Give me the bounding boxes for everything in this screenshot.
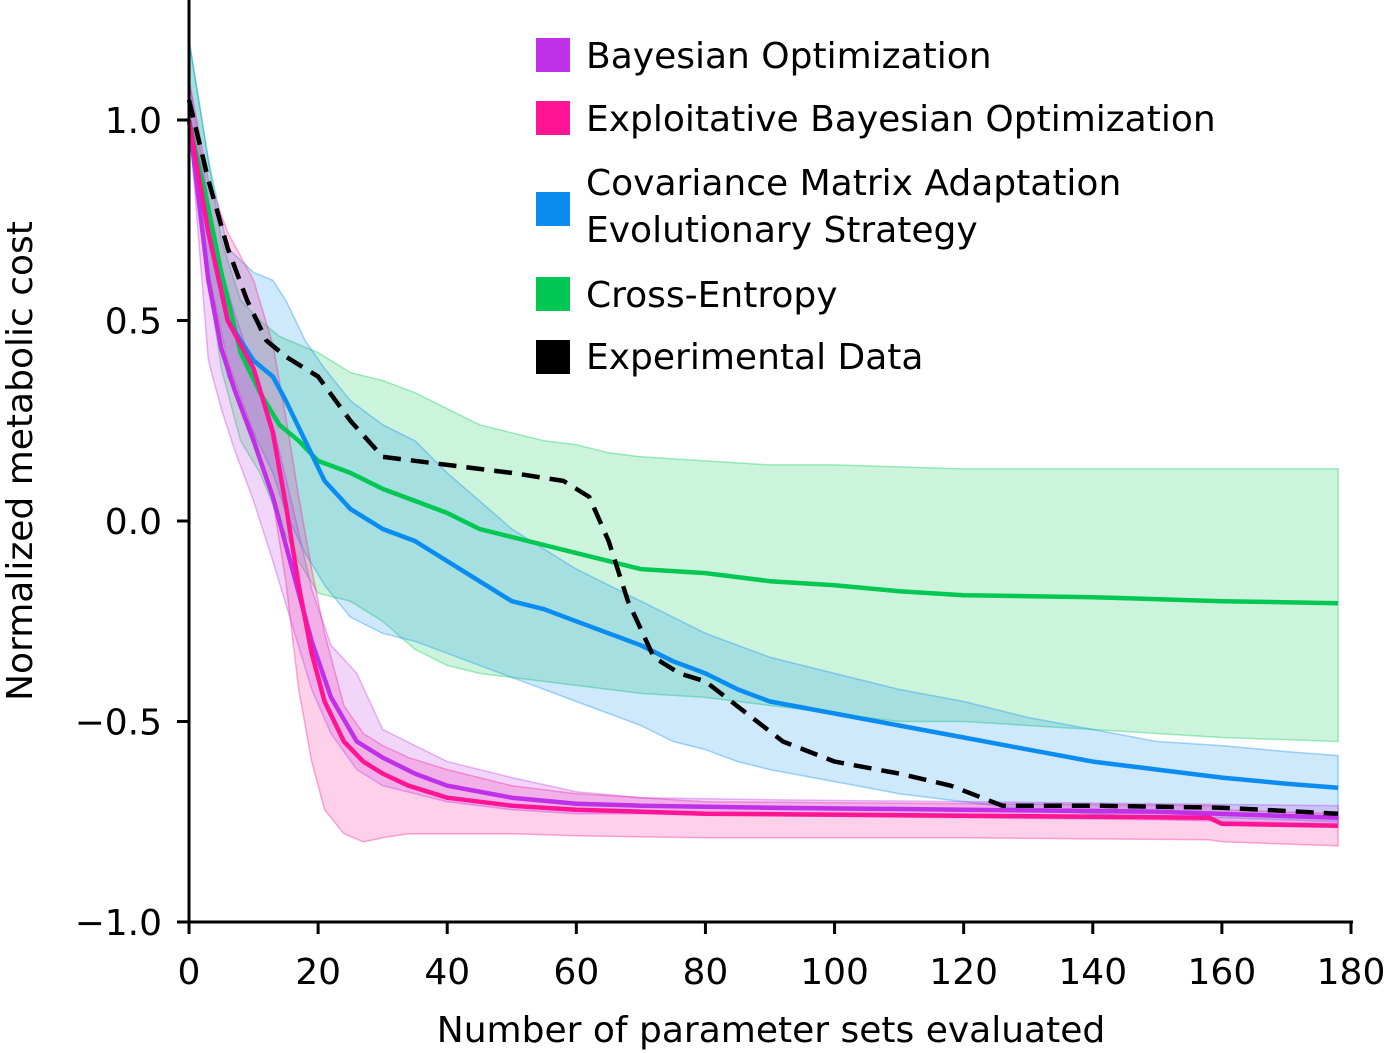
- x-tick-label: 20: [295, 952, 341, 993]
- band-cross-entropy: [188, 39, 1339, 743]
- y-tick-label: −0.5: [75, 703, 162, 744]
- line-covariance-matrix-adaptation-evolutionary-strategy: [186, 119, 1339, 790]
- y-tick-label: −1.0: [75, 903, 162, 944]
- legend-label-bayesian-optimization: Bayesian Optimization: [586, 36, 992, 77]
- y-tick-label: 1.0: [105, 101, 162, 142]
- x-axis-title: Number of parameter sets evaluated: [437, 1010, 1105, 1051]
- x-tick-label: 100: [800, 952, 869, 993]
- x-tick-label: 180: [1317, 952, 1386, 993]
- series-lines: [186, 99, 1339, 829]
- legend-swatch-exploitative-bayesian-optimization: [536, 101, 570, 135]
- legend-swatch-experimental-data: [536, 340, 570, 374]
- line-exploitative-bayesian-optimization: [186, 119, 1339, 829]
- x-ticks: 0 20 40 60 80 100 120 140 160 180: [178, 922, 1386, 993]
- legend-label-cma-es: Covariance Matrix Adaptation Evolutionar…: [586, 163, 1133, 251]
- legend-swatch-bayesian-optimization: [536, 38, 570, 72]
- line-experimental-data: [186, 99, 1339, 816]
- band-covariance-matrix-adaptation-evolutionary-strategy: [188, 39, 1339, 823]
- x-tick-label: 160: [1188, 952, 1257, 993]
- legend-swatch-cross-entropy: [536, 277, 570, 311]
- y-ticks: 1.0 0.5 0.0 −0.5 −1.0: [75, 101, 189, 944]
- x-tick-label: 40: [424, 952, 470, 993]
- x-tick-label: 120: [929, 952, 998, 993]
- band-exploitative-bayesian-optimization: [188, 79, 1339, 847]
- x-tick-label: 140: [1058, 952, 1127, 993]
- legend: Bayesian Optimization Exploitative Bayes…: [536, 36, 1216, 378]
- y-axis-title: Normalized metabolic cost: [0, 221, 41, 701]
- y-tick-label: 0.5: [105, 302, 162, 343]
- x-tick-label: 80: [683, 952, 729, 993]
- x-tick-label: 60: [553, 952, 599, 993]
- x-tick-label: 0: [178, 952, 201, 993]
- legend-swatch-cma-es: [536, 192, 570, 226]
- y-tick-label: 0.0: [105, 502, 162, 543]
- legend-label-experimental-data: Experimental Data: [586, 337, 923, 378]
- legend-label-cross-entropy: Cross-Entropy: [586, 275, 838, 316]
- legend-label-exploitative-bayesian-optimization: Exploitative Bayesian Optimization: [586, 99, 1216, 140]
- line-bayesian-optimization: [186, 119, 1339, 820]
